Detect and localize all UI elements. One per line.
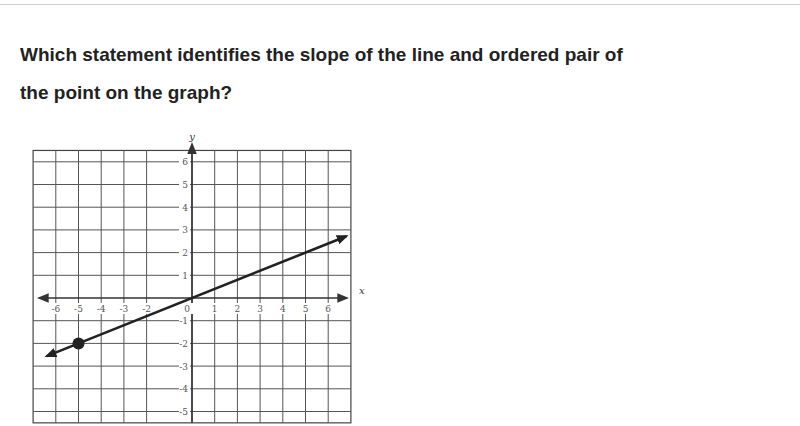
tick-label: -4 xyxy=(179,384,188,394)
data-line xyxy=(47,236,347,356)
grid-line xyxy=(123,150,124,422)
y-axis xyxy=(191,144,193,422)
tick-label: 1 xyxy=(212,304,218,314)
tick-label: 6 xyxy=(182,157,188,167)
label-bg xyxy=(179,407,190,417)
label-bg xyxy=(95,303,107,314)
label-bg xyxy=(179,202,190,212)
label-bg xyxy=(181,303,193,314)
axis-label: y xyxy=(188,131,195,142)
label-bg xyxy=(179,384,190,394)
tick-label: -2 xyxy=(142,304,151,314)
tick-label: 5 xyxy=(182,180,188,190)
tick-label: -5 xyxy=(74,304,83,314)
tick-label: -4 xyxy=(97,304,106,314)
label-bg xyxy=(179,316,190,326)
tick-label: -3 xyxy=(120,304,129,314)
label-bg xyxy=(179,270,190,280)
top-divider xyxy=(0,4,800,5)
grid-line xyxy=(78,150,79,422)
tick-label: -2 xyxy=(179,339,188,349)
label-bg xyxy=(300,303,312,314)
grid-line xyxy=(101,150,102,422)
label-bg xyxy=(179,248,190,258)
tick-label: 4 xyxy=(280,304,286,314)
tick-label: 3 xyxy=(257,304,263,314)
data-point xyxy=(73,337,85,349)
tick-label: -1 xyxy=(179,316,188,326)
question: Which statement identifies the slope of … xyxy=(20,36,795,112)
label-bg xyxy=(179,225,190,235)
tick-label: 1 xyxy=(182,271,188,281)
data-layer xyxy=(47,236,347,356)
label-bg xyxy=(209,303,221,314)
tick-label: 6 xyxy=(325,304,331,314)
label-bg xyxy=(254,303,266,314)
label-bg xyxy=(179,157,190,167)
grid-line xyxy=(282,150,283,422)
tick-label: 2 xyxy=(235,304,241,314)
label-bg xyxy=(179,338,190,348)
label-bg xyxy=(179,180,190,190)
tick-label: -3 xyxy=(179,362,188,372)
tick-label: 2 xyxy=(182,248,188,258)
tick-label: -6 xyxy=(51,304,60,314)
label-bg xyxy=(231,303,243,314)
label-bg xyxy=(50,303,62,314)
tick-label: 4 xyxy=(182,203,188,213)
tick-label: 0 xyxy=(184,304,190,314)
label-bg xyxy=(141,303,153,314)
grid-line xyxy=(214,150,215,422)
question-line: the point on the graph? xyxy=(20,74,795,112)
tick-label: 3 xyxy=(182,225,188,235)
tick-label: -5 xyxy=(179,407,188,417)
grid-line xyxy=(237,150,238,422)
label-bg xyxy=(118,303,130,314)
grid-line xyxy=(328,150,329,422)
label-bg xyxy=(179,361,190,371)
chart: -6 -5 -4 -3 -2 0 1 2 3 4 5 6 -5 -4 -3 -2 -1 1 2 3 4 5 6 x y xyxy=(0,0,800,426)
tick-label: 5 xyxy=(303,304,309,314)
grid-line xyxy=(260,150,261,422)
label-bg xyxy=(277,303,289,314)
question-line: Which statement identifies the slope of … xyxy=(20,36,795,74)
label-bg xyxy=(322,303,334,314)
grid-line xyxy=(305,150,306,422)
axis-label: x xyxy=(359,285,365,296)
grid-line xyxy=(55,150,56,422)
grid-line xyxy=(146,150,147,422)
label-bg xyxy=(73,303,85,314)
